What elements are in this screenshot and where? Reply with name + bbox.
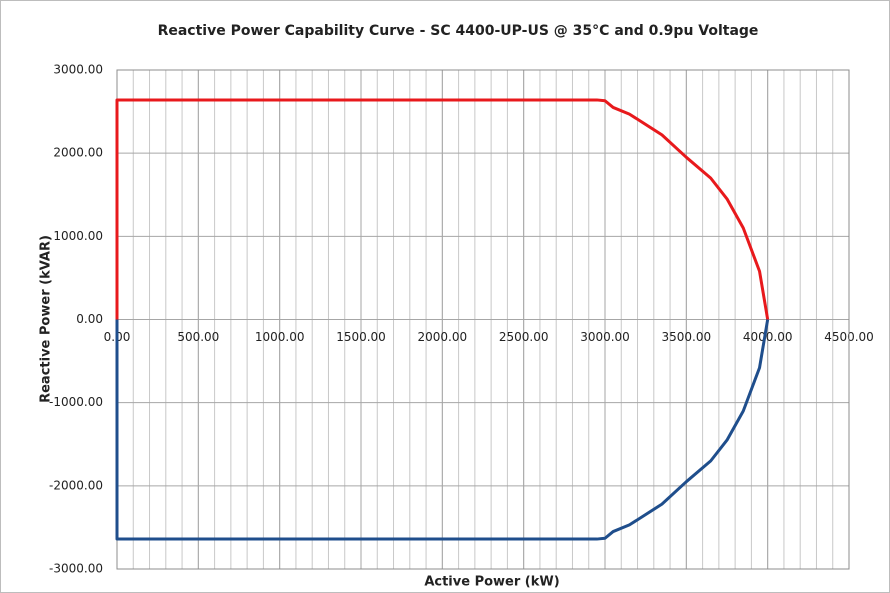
y-tick-label: 3000.00	[53, 63, 103, 77]
chart-title: Reactive Power Capability Curve - SC 440…	[158, 23, 759, 39]
x-tick-label: 1000.00	[255, 330, 305, 344]
y-tick-label: -3000.00	[49, 562, 103, 576]
x-tick-label: 2000.00	[418, 330, 468, 344]
x-tick-label: 2500.00	[499, 330, 549, 344]
x-tick-label: 3000.00	[580, 330, 630, 344]
y-axis-title: Reactive Power (kVAR)	[39, 235, 54, 403]
x-tick-label: 3500.00	[662, 330, 712, 344]
y-tick-label: 1000.00	[53, 229, 103, 243]
x-axis-title: Active Power (kW)	[424, 575, 559, 590]
y-tick-label: 0.00	[76, 312, 103, 326]
y-tick-label: -2000.00	[49, 478, 103, 492]
x-tick-label: 4000.00	[743, 330, 793, 344]
x-tick-label: 1500.00	[336, 330, 386, 344]
x-tick-label: 500.00	[177, 330, 219, 344]
series-line	[115, 319, 770, 541]
series-line	[115, 98, 770, 320]
y-tick-label: -1000.00	[49, 395, 103, 409]
y-tick-label: 2000.00	[53, 146, 103, 160]
